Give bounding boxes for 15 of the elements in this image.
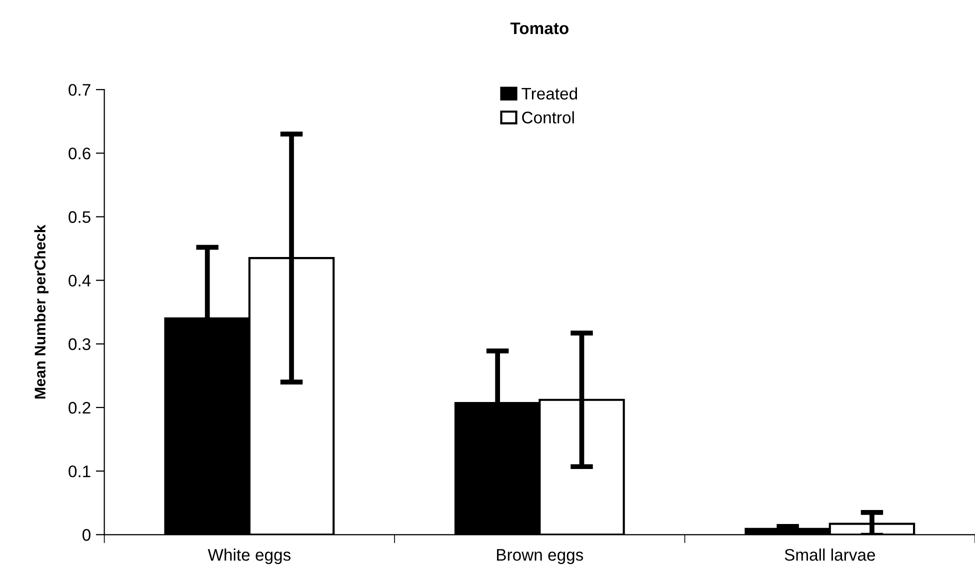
y-tick-label: 0.2 xyxy=(68,402,90,414)
y-tick-label: 0.5 xyxy=(68,211,90,223)
x-tick-label: Small larvae xyxy=(784,548,875,561)
y-tick-label: 0 xyxy=(82,529,90,541)
y-tick-label: 0.1 xyxy=(68,465,90,478)
x-tick-label: Brown eggs xyxy=(497,549,584,564)
legend-label: Treated xyxy=(522,87,577,100)
x-tick-label: White eggs xyxy=(208,548,291,564)
y-tick-label: 0.4 xyxy=(68,274,91,287)
chart-title: Tomato xyxy=(510,22,568,34)
y-tick-label: 0.3 xyxy=(68,338,90,350)
y-axis-title: Mean Number perCheck xyxy=(34,224,49,399)
y-tick-label: 0.6 xyxy=(68,148,90,160)
legend-label: Control xyxy=(522,111,574,124)
y-tick-label: 0.7 xyxy=(68,84,90,96)
